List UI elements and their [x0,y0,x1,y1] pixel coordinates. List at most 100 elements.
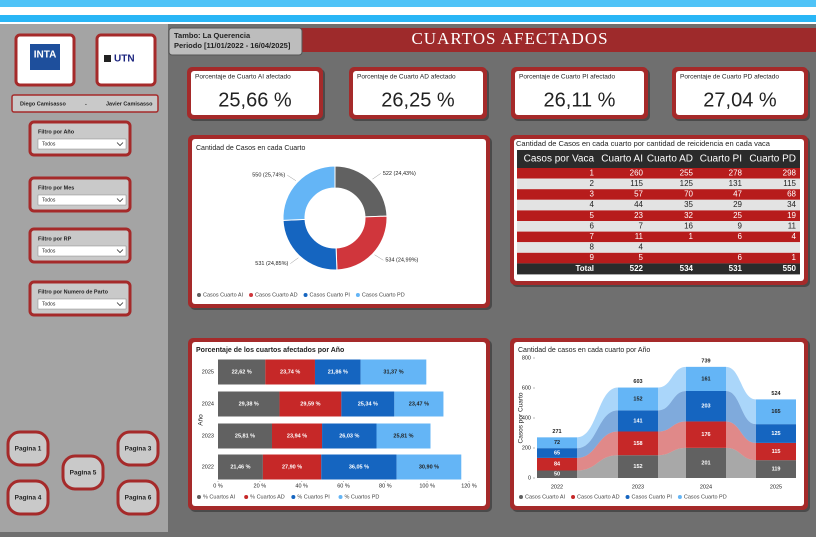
leader-line [287,174,297,181]
top-stripe [0,15,816,22]
page-button[interactable] [116,479,160,516]
bar-segment [341,391,395,417]
chart-title: Porcentaje de los cuartos afectados por … [196,347,344,354]
page-button[interactable] [6,479,50,516]
kpi-label: Porcentaje de Cuarto PI afectado [519,74,616,81]
table-cell: 9 [738,221,743,230]
bar-segment [218,359,266,385]
x-tick-label: 60 % [337,483,350,489]
ribbon [726,366,756,425]
y-axis-title: Año [198,414,205,426]
table-row [517,231,800,243]
legend-label: Casos Cuarto AD [577,494,620,500]
header-band [300,28,816,52]
dropdown[interactable] [37,245,127,257]
data-label: 23,94 % [287,433,307,439]
table-cell: 260 [630,168,644,177]
data-label: 141 [633,418,642,424]
data-label: 72 [554,440,560,446]
table-row [517,178,800,190]
panel-body [192,139,486,304]
farm-box [168,27,303,56]
data-label: 36,05 % [349,464,369,470]
y-axis-title: Casos por Cuarto [518,392,525,443]
bar-segment [322,423,377,449]
filter-box [28,176,132,213]
legend-label: Casos Cuarto PD [362,292,405,298]
page-button-label: Pagina 4 [15,495,42,502]
bar-segment [360,359,427,385]
ribbon [577,431,618,471]
dropdown[interactable] [37,298,127,310]
table-cell: 7 [590,232,595,241]
ribbon [658,447,686,478]
page-button[interactable] [116,430,160,467]
data-label: 26,03 % [339,433,359,439]
data-label: 29,59 % [300,401,320,407]
kpi-value: 25,66 % [218,89,292,111]
dropdown[interactable] [37,138,127,150]
panel-body [191,71,319,115]
table-cell: 115 [783,179,796,188]
leader-line [372,173,381,180]
dropdown[interactable] [37,194,127,206]
table-row [517,210,800,221]
y-tick-label: 0 [528,475,531,481]
logo-box [95,33,157,87]
bar-segment [396,454,462,480]
x-tick-label: 0 % [213,483,223,489]
ribbon-column [537,457,577,471]
logo-mark [30,44,60,70]
table-cell: 8 [590,243,595,252]
ribbon [577,410,618,458]
data-label: 25,81 % [393,433,413,439]
legend-label: % Cuartos AI [203,494,236,500]
legend-marker [249,293,254,297]
page-button[interactable] [6,430,50,467]
top-stripe [0,0,816,7]
page-button-label: Pagina 1 [15,446,42,453]
table-cell: 6 [738,232,743,241]
chart-title: Cantidad de Casos en cada Cuarto [196,145,305,152]
x-tick-label: 2023 [632,484,644,490]
page-button[interactable] [61,454,105,491]
legend-marker [197,293,201,297]
leader-line [290,257,299,264]
data-label: 152 [633,464,642,470]
y-tick-label: 2022 [202,464,214,470]
ribbon-column [618,431,658,456]
table-title: Cantidad de Casos en cada cuarto por can… [516,139,771,148]
kpi-label: Porcentaje de Cuarto PD afectado [680,74,779,81]
data-label: 158 [633,441,642,447]
table-cell: 32 [684,211,693,220]
legend-marker [244,495,249,499]
table-cell: 4 [639,243,644,252]
filter-label: Filtro por Año [38,129,75,135]
panel-body [515,71,644,115]
data-label: 21,46 % [230,464,250,470]
x-tick-label: 40 % [295,483,308,489]
data-label: 125 [771,431,780,437]
column-header: Cuarto AI [601,154,643,165]
dropdown-value: Todos [42,301,56,307]
legend-label: % Cuartos PD [345,494,380,500]
table-row [517,242,800,253]
table-cell: 44 [634,200,643,209]
x-tick-label: 2022 [551,484,563,490]
table-cell: 1 [689,232,694,241]
ribbon-column [686,366,726,391]
legend-label: Casos Cuarto PD [684,494,727,500]
y-tick-label: 2023 [202,433,214,439]
logo-text: INTA [34,50,57,61]
ribbon [577,455,618,478]
table-cell: 1 [792,253,797,262]
table-cell: 35 [684,200,693,209]
total-label: 603 [633,379,642,385]
ribbon [726,447,756,478]
data-label: 152 [633,396,642,402]
ribbon-column [618,410,658,432]
table-cell: 16 [684,221,693,230]
ribbon-column [686,447,726,478]
legend-label: % Cuartos PI [297,494,330,500]
